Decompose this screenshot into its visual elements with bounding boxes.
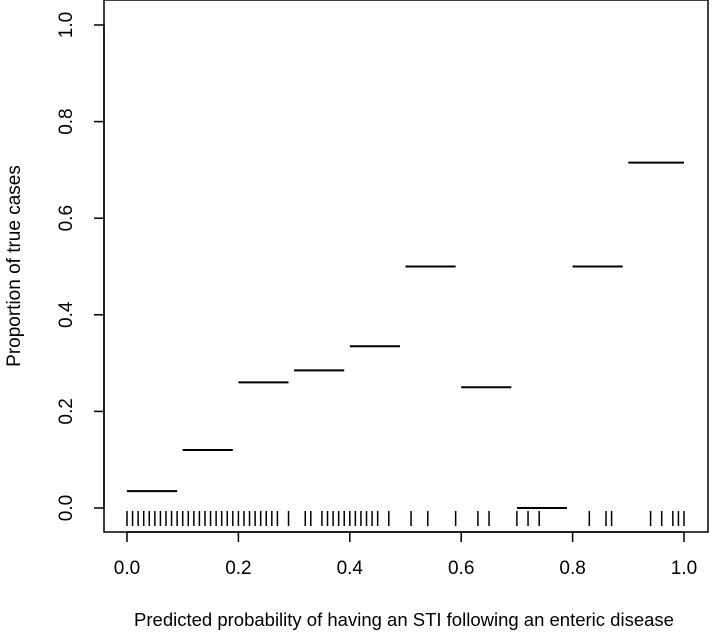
x-axis-title: Predicted probability of having an STI f… [134, 609, 674, 630]
x-tick-label: 0.0 [114, 558, 140, 579]
rug-ticks [126, 511, 685, 526]
x-axis: 0.0 0.2 0.4 0.6 0.8 1.0 [114, 531, 697, 579]
x-tick-label: 1.0 [671, 558, 697, 579]
x-tick-label: 0.2 [225, 558, 251, 579]
y-tick-label: 0.8 [56, 108, 77, 134]
y-tick-label: 0.0 [56, 495, 77, 521]
y-tick-label: 1.0 [56, 12, 77, 38]
y-axis: 0.0 0.2 0.4 0.6 0.8 1.0 [56, 12, 105, 521]
x-tick-label: 0.6 [448, 558, 474, 579]
x-tick-label: 0.8 [559, 558, 585, 579]
y-axis-title: Proportion of true cases [4, 165, 25, 367]
y-tick-label: 0.2 [56, 398, 77, 424]
calibration-segments [127, 161, 684, 509]
x-tick-label: 0.4 [337, 558, 364, 579]
y-tick-label: 0.4 [56, 301, 77, 328]
y-tick-label: 0.6 [56, 205, 77, 231]
